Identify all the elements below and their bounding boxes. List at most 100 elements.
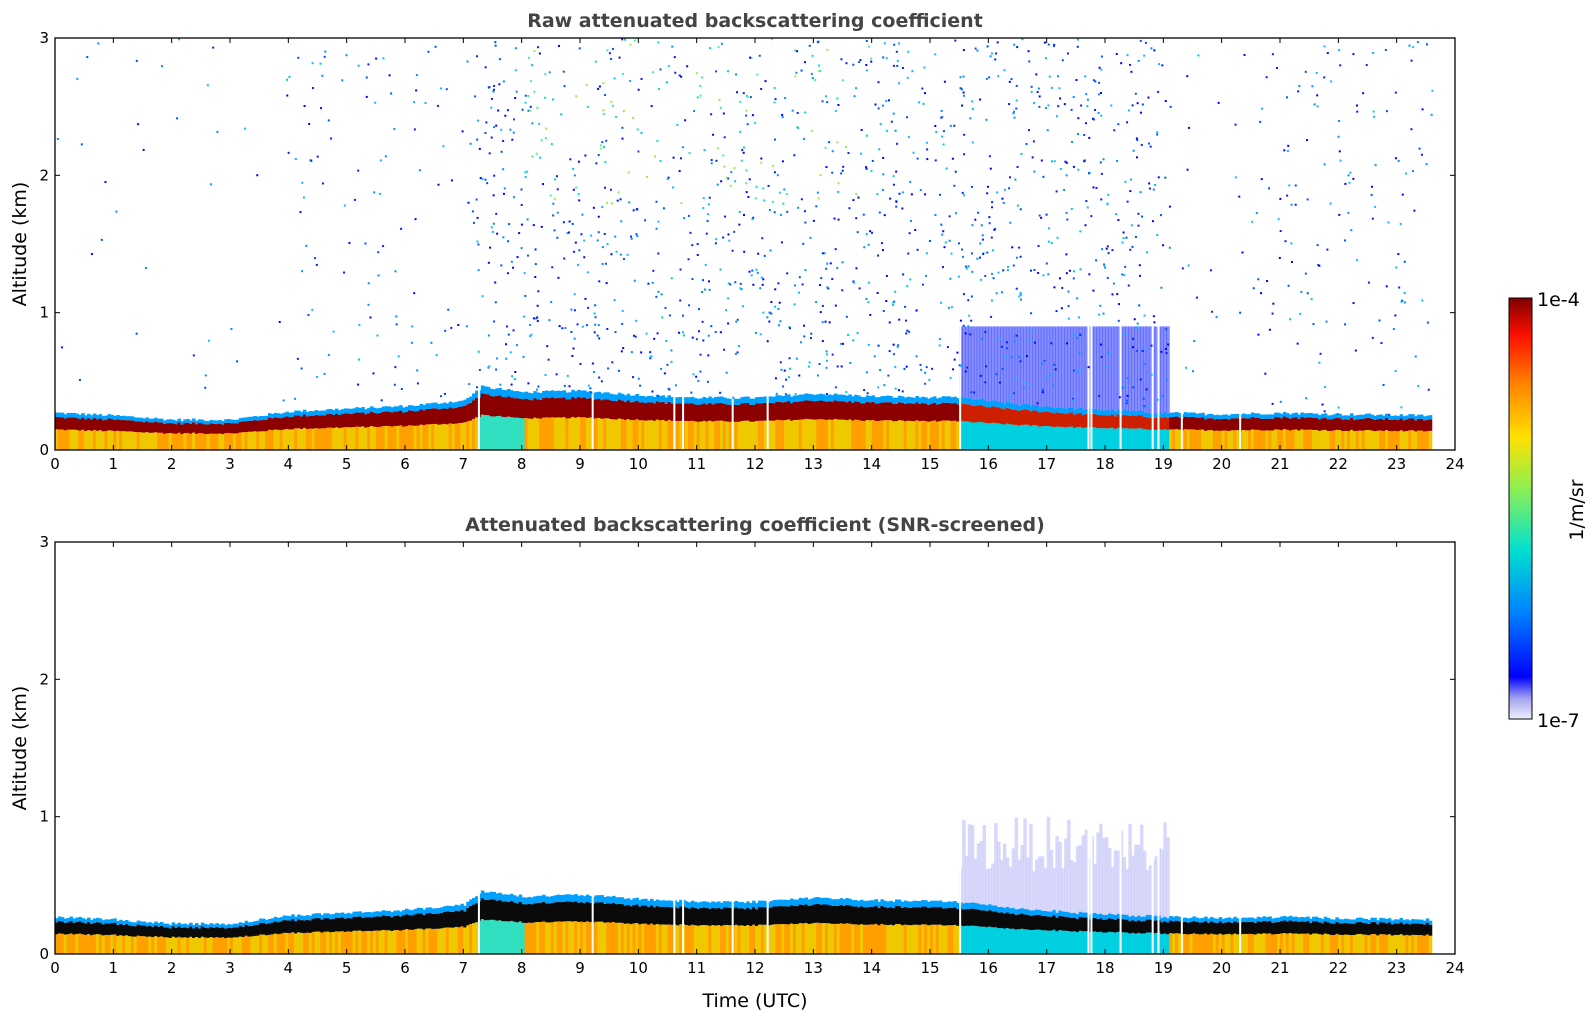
cloud-top-column xyxy=(932,900,937,908)
surface-layer-column xyxy=(895,924,899,954)
surface-layer-column xyxy=(507,416,511,450)
noise-speck xyxy=(834,304,837,307)
noise-speck xyxy=(997,271,1000,274)
cloud-top-column xyxy=(857,900,861,908)
surface-layer-column xyxy=(1341,431,1345,450)
cloud-top-column xyxy=(1428,415,1433,420)
noise-speck xyxy=(868,45,871,48)
noise-speck xyxy=(791,109,794,112)
cloud-top-column xyxy=(740,901,744,909)
surface-layer-column xyxy=(1125,428,1129,450)
cloud-top-column xyxy=(1291,413,1296,418)
cloud-band-column xyxy=(991,911,995,928)
surface-layer-column xyxy=(752,924,756,954)
surface-layer-column xyxy=(1142,933,1147,954)
surface-layer-column xyxy=(253,431,257,450)
surface-layer-column xyxy=(927,925,931,954)
noise-speck xyxy=(1126,377,1129,380)
cloud-band-column xyxy=(702,403,707,421)
surface-layer-column xyxy=(116,430,120,450)
cloud-band-column xyxy=(708,402,712,421)
cloud-band-column xyxy=(349,918,354,932)
noise-speck xyxy=(492,194,495,197)
x-tick-label: 16 xyxy=(979,959,998,977)
noise-speck xyxy=(1337,406,1340,409)
noise-speck xyxy=(1047,240,1050,243)
cloud-band-column xyxy=(874,905,879,924)
surface-layer-column xyxy=(81,934,85,954)
noise-speck xyxy=(743,250,746,253)
cloud-band-column xyxy=(1300,921,1304,934)
surface-layer-column xyxy=(772,420,777,450)
cloud-band-column xyxy=(337,917,342,932)
cloud-top-column xyxy=(448,401,453,408)
cloud-top-column xyxy=(1367,919,1372,924)
halo-column xyxy=(1081,326,1086,411)
cloud-top-column xyxy=(1070,913,1074,919)
noise-speck xyxy=(601,262,604,265)
cloud-top-column xyxy=(903,900,908,907)
surface-layer-column xyxy=(1195,933,1199,954)
noise-speck xyxy=(819,284,822,287)
surface-layer-column xyxy=(1288,932,1293,954)
cloud-top-column xyxy=(1023,909,1027,915)
cloud-band-column xyxy=(527,399,532,419)
noise-speck xyxy=(934,124,937,127)
cloud-band-column xyxy=(227,422,231,433)
noise-speck xyxy=(667,64,670,67)
noise-speck xyxy=(866,69,869,72)
surface-layer-column xyxy=(650,923,654,954)
noise-speck xyxy=(874,103,877,106)
surface-layer-column xyxy=(1195,429,1199,450)
cloud-top-column xyxy=(165,419,170,424)
noise-speck xyxy=(1012,264,1015,267)
surface-layer-column xyxy=(78,933,82,954)
cloud-band-column xyxy=(1110,414,1115,428)
noise-speck xyxy=(895,170,898,173)
cloud-top-column xyxy=(1023,403,1027,410)
cloud-top-column xyxy=(807,393,812,401)
surface-layer-column xyxy=(171,433,176,450)
noise-speck xyxy=(1209,269,1212,272)
cloud-top-column xyxy=(265,919,269,924)
noise-speck xyxy=(1382,384,1385,387)
cloud-top-column xyxy=(63,918,68,923)
noise-speck xyxy=(808,361,811,364)
noise-speck xyxy=(540,225,543,228)
surface-layer-column xyxy=(932,924,937,954)
cloud-top-column xyxy=(720,902,724,909)
cloud-band-column xyxy=(262,420,266,432)
cloud-band-column xyxy=(1035,914,1039,930)
noise-speck xyxy=(488,365,491,368)
noise-speck xyxy=(833,217,836,220)
cloud-top-column xyxy=(752,900,756,908)
cloud-band-column xyxy=(145,421,149,433)
surface-layer-column xyxy=(69,429,74,450)
cloud-top-column xyxy=(483,892,488,900)
cloud-band-column xyxy=(270,922,275,935)
noise-speck xyxy=(1145,388,1148,391)
noise-speck xyxy=(1131,104,1134,107)
cloud-band-column xyxy=(807,905,812,924)
cloud-band-column xyxy=(650,402,654,421)
cloud-band-column xyxy=(1002,409,1007,425)
cloud-band-column xyxy=(594,902,599,922)
noise-speck xyxy=(1022,381,1025,384)
noise-speck xyxy=(493,126,496,129)
halo-column xyxy=(1072,862,1077,913)
noise-speck xyxy=(1181,267,1184,270)
surface-layer-column xyxy=(935,421,940,450)
cloud-band-column xyxy=(906,403,911,421)
cloud-band-column xyxy=(714,908,718,926)
cloud-top-column xyxy=(1329,919,1334,924)
noise-speck xyxy=(727,177,730,180)
surface-layer-column xyxy=(372,426,377,450)
noise-speck xyxy=(1050,160,1053,163)
cloud-band-column xyxy=(606,903,610,923)
surface-layer-column xyxy=(737,925,742,954)
noise-speck xyxy=(954,39,957,42)
noise-speck xyxy=(1129,190,1132,193)
noise-speck xyxy=(608,52,611,55)
cloud-band-column xyxy=(372,916,377,931)
